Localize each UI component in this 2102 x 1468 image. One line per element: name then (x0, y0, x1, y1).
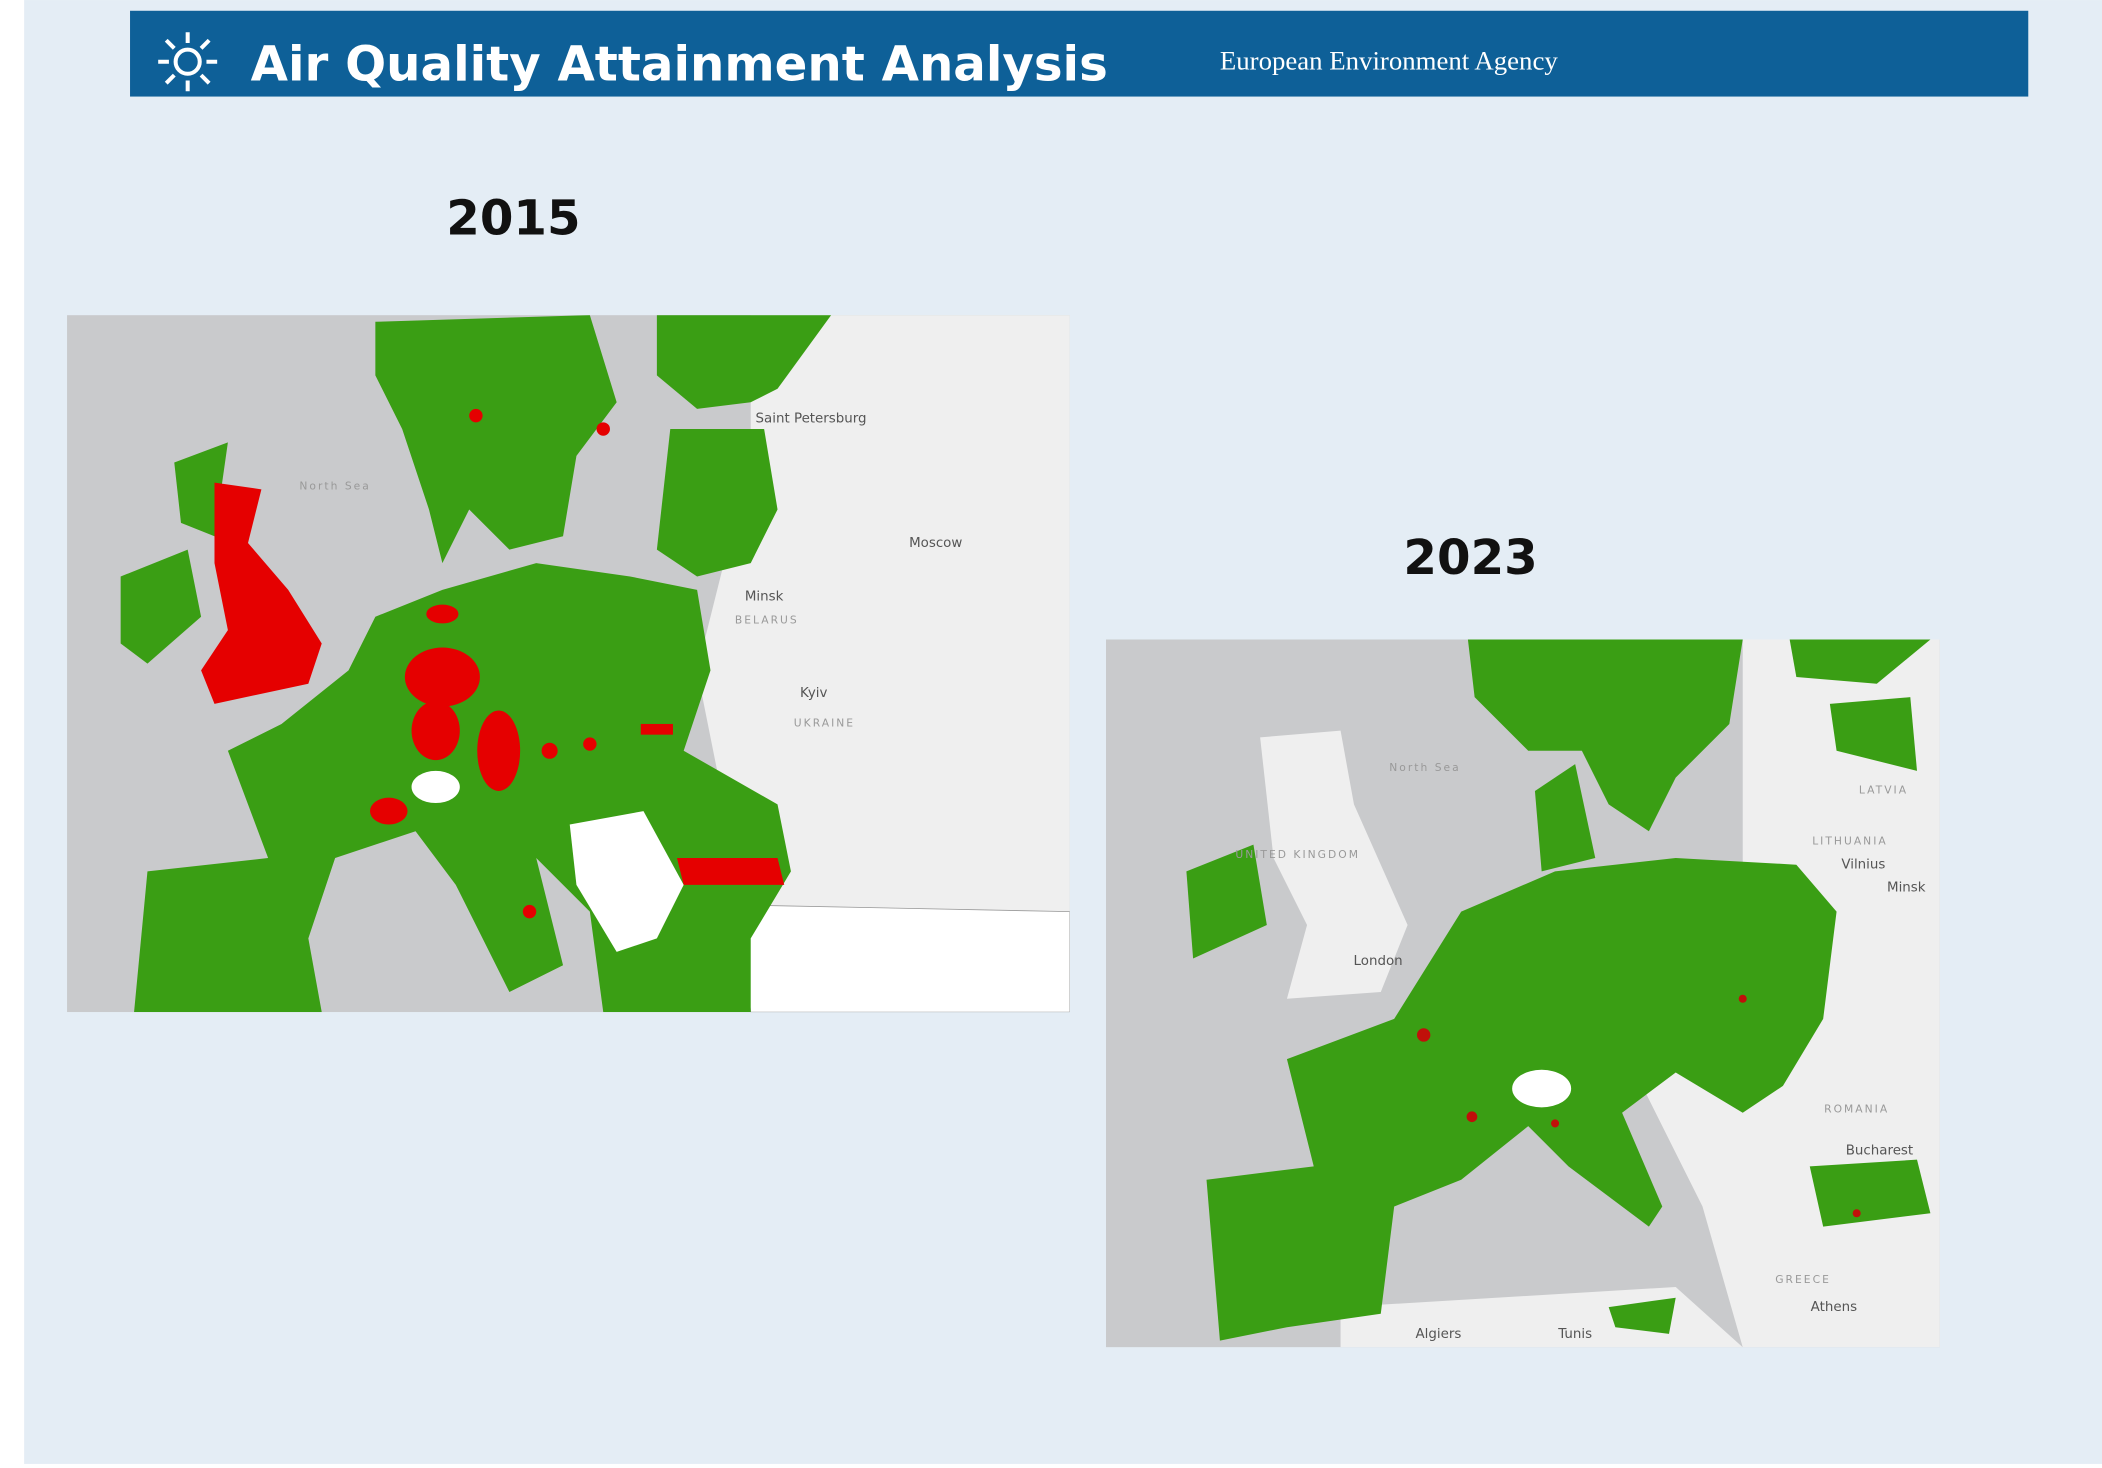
map-label: UKRAINE (794, 717, 855, 730)
map-label: UNITED KINGDOM (1235, 848, 1360, 861)
header-agency: European Environment Agency (1220, 46, 1558, 76)
map-label: Tunis (1557, 1327, 1592, 1342)
map-year: 2015 (446, 191, 580, 247)
map-label: North Sea (299, 479, 370, 492)
map-label: LITHUANIA (1812, 835, 1888, 848)
map-label: GREECE (1775, 1273, 1831, 1286)
map-label: Kyiv (800, 686, 827, 701)
map-label: Vilnius (1841, 858, 1885, 873)
map-label: LATVIA (1859, 784, 1908, 797)
map-label: Minsk (745, 590, 784, 605)
map-label: Algiers (1416, 1327, 1462, 1342)
map-label: Saint Petersburg (756, 411, 867, 426)
map-label: BELARUS (735, 613, 799, 626)
map-2023: North Sea UNITED KINGDOM London LATVIA L… (1106, 639, 1940, 1347)
map-label: Minsk (1887, 881, 1926, 896)
map-label: ROMANIA (1824, 1103, 1889, 1116)
page: Air Quality Attainment Analysis European… (0, 0, 2102, 1468)
map-label: London (1354, 954, 1403, 969)
map-label: North Sea (1389, 761, 1460, 774)
map-label: Athens (1811, 1300, 1857, 1315)
slide: Air Quality Attainment Analysis European… (0, 0, 2102, 1468)
map-label: Bucharest (1846, 1143, 1913, 1158)
header-title: Air Quality Attainment Analysis (251, 36, 1108, 92)
map-label: Moscow (909, 536, 962, 551)
map-year: 2023 (1403, 530, 1537, 586)
map-2015: North Sea Saint Petersburg Moscow Minsk … (67, 315, 1070, 1012)
